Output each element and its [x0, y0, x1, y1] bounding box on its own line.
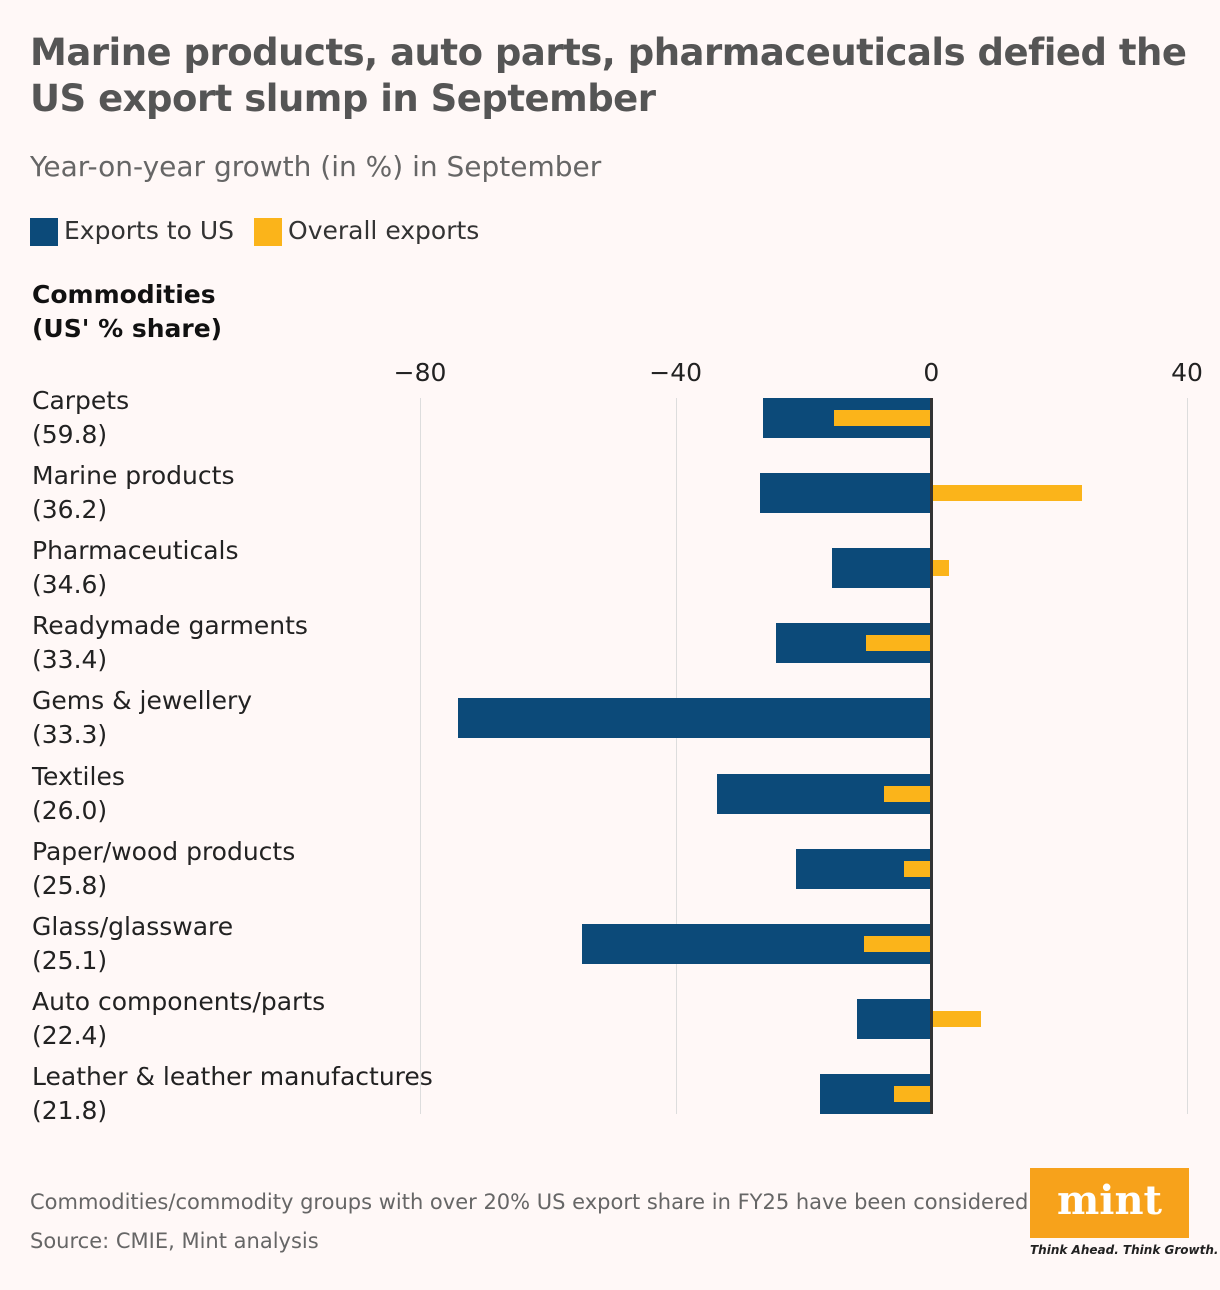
bar-overall-exports [931, 485, 1083, 502]
category-share: (33.3) [32, 720, 108, 750]
category-header: Commodities (US' % share) [32, 280, 223, 343]
category-label: Textiles [32, 761, 125, 791]
category-label: Readymade garments [32, 611, 308, 641]
bar-exports-to-us [760, 473, 932, 514]
x-tick-label: −80 [393, 358, 447, 387]
category-share: (59.8) [32, 420, 108, 449]
category-label: Leather & leather manufactures [32, 1061, 433, 1091]
zero-axis-line [930, 398, 934, 1114]
bar-overall-exports [894, 1085, 932, 1102]
legend: Exports to US Overall exports [30, 216, 479, 246]
logo-tagline: Think Ahead. Think Growth. [1030, 1243, 1219, 1257]
category-label: Paper/wood products [32, 836, 296, 866]
bar-exports-to-us [832, 548, 932, 589]
category-label: Pharmaceuticals [32, 536, 239, 566]
legend-swatch-us [30, 218, 58, 246]
category-share: (21.8) [32, 1095, 108, 1125]
chart-subtitle: Year-on-year growth (in %) in September [30, 150, 602, 183]
category-share: (22.4) [32, 1020, 108, 1050]
bar-overall-exports [834, 410, 932, 426]
category-share: (33.4) [32, 645, 108, 675]
bar-overall-exports [904, 860, 932, 877]
category-label: Gems & jewellery [32, 686, 253, 716]
legend-label-overall: Overall exports [288, 216, 480, 245]
legend-label-us: Exports to US [64, 216, 235, 245]
gridline [1187, 398, 1188, 1114]
bar-overall-exports [884, 785, 932, 802]
bar-overall-exports [866, 635, 932, 652]
gridline [420, 398, 421, 1114]
bar-overall-exports [931, 1010, 981, 1027]
legend-item-us: Exports to US [30, 216, 234, 246]
bar-overall-exports [931, 560, 949, 577]
category-label: Auto components/parts [32, 986, 326, 1016]
x-tick-label: 0 [923, 358, 940, 387]
source: Source: CMIE, Mint analysis [30, 1229, 319, 1253]
category-label: Glass/glassware [32, 911, 234, 941]
category-label: Marine products [32, 461, 235, 491]
bar-exports-to-us [458, 698, 932, 739]
x-tick-label: 40 [1171, 358, 1203, 387]
category-share: (26.0) [32, 795, 108, 825]
legend-item-overall: Overall exports [254, 216, 479, 246]
category-share: (25.1) [32, 945, 108, 975]
bar-overall-exports [864, 935, 932, 952]
chart-title: Marine products, auto parts, pharmaceuti… [30, 31, 1187, 120]
category-share: (34.6) [32, 570, 108, 600]
footnote: Commodities/commodity groups with over 2… [30, 1190, 1036, 1214]
legend-swatch-overall [254, 218, 283, 246]
category-share: (36.2) [32, 495, 108, 525]
category-share: (25.8) [32, 870, 108, 900]
bar-exports-to-us [856, 998, 932, 1039]
gridline [675, 398, 677, 1114]
category-label: Carpets [32, 386, 130, 415]
mint-logo: mint [1030, 1168, 1189, 1238]
x-tick-label: −40 [649, 358, 703, 387]
